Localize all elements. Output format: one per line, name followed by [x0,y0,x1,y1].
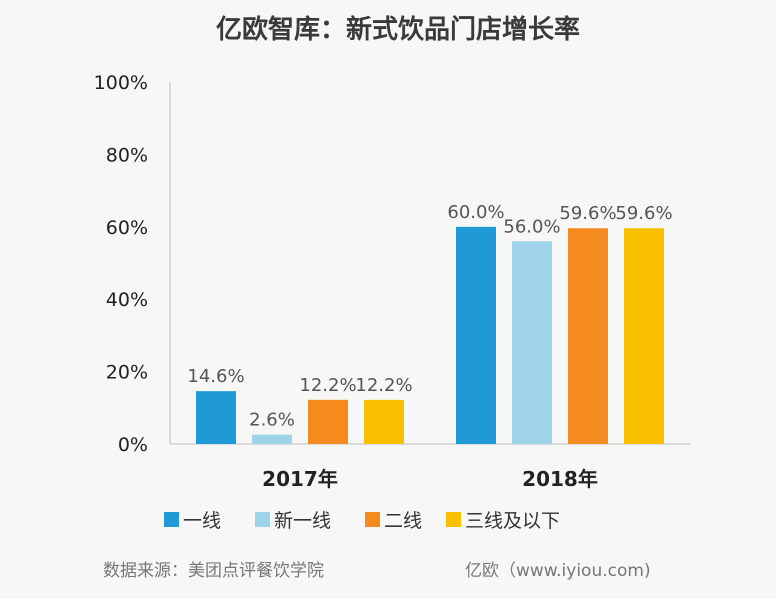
data-label: 59.6% [559,203,616,224]
y-tick-label: 0% [118,434,148,456]
y-tick-label: 60% [106,217,148,239]
data-label: 14.6% [187,366,244,387]
source-note: 数据来源：美团点评餐饮学院 [103,561,324,581]
legend-swatch [446,512,461,527]
bar [196,391,236,444]
chart-title: 亿欧智库：新式饮品门店增长率 [216,14,580,45]
x-category-label: 2017年 [262,467,338,491]
data-label: 59.6% [615,203,672,224]
data-label: 60.0% [447,202,504,223]
bar [456,226,496,444]
legend-label: 二线 [384,510,422,532]
bar [308,399,348,444]
bar [512,241,552,444]
legend: 一线 新一线 二线 三线及以下 [164,510,560,532]
y-tick-label: 20% [106,362,148,384]
legend-label: 新一线 [274,510,331,532]
data-label: 2.6% [249,410,295,431]
legend-label: 一线 [183,510,221,532]
data-label: 12.2% [355,375,412,396]
brand-note: 亿欧（www.iyiou.com) [465,561,651,581]
bar [252,434,292,444]
legend-label: 三线及以下 [465,510,560,532]
bar [364,399,404,444]
data-label: 12.2% [299,375,356,396]
x-category-label: 2018年 [522,467,598,491]
bar [624,228,664,444]
bar [568,228,608,444]
legend-swatch [164,512,179,527]
legend-swatch [255,512,270,527]
data-label: 56.0% [503,216,560,237]
y-tick-label: 100% [94,72,148,94]
y-tick-label: 80% [106,144,148,166]
y-tick-label: 40% [106,289,148,311]
plot-area: 0%20%40%60%80%100%14.6%2.6%12.2%12.2%201… [94,72,690,491]
legend-swatch [365,512,380,527]
